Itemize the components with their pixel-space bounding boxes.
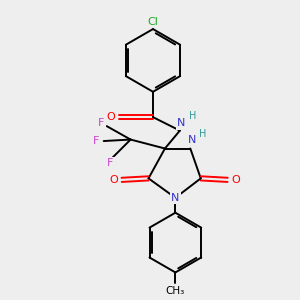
Text: Cl: Cl — [148, 16, 158, 27]
Text: O: O — [106, 112, 115, 122]
Text: F: F — [98, 118, 104, 128]
Text: F: F — [106, 158, 113, 168]
Text: CH₃: CH₃ — [166, 286, 185, 296]
Text: H: H — [200, 129, 207, 139]
Text: N: N — [177, 118, 185, 128]
Text: O: O — [109, 175, 118, 185]
Text: O: O — [232, 175, 240, 185]
Text: N: N — [171, 193, 180, 203]
Text: H: H — [189, 111, 196, 121]
Text: F: F — [93, 136, 99, 146]
Text: N: N — [188, 135, 196, 145]
